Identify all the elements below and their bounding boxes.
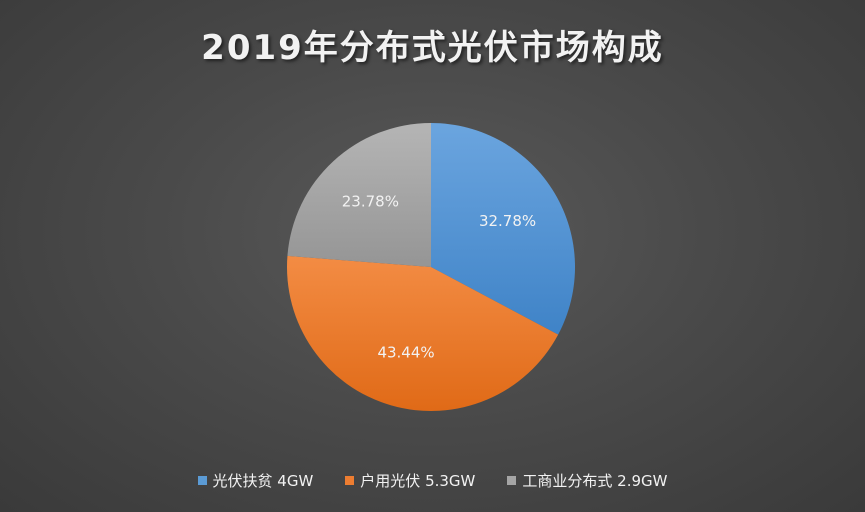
legend-swatch (197, 476, 207, 485)
legend-swatch (507, 476, 517, 485)
data-label: 43.44% (377, 344, 434, 362)
legend-label: 光伏扶贫 4GW (212, 472, 314, 490)
pie-slice-commercial (287, 123, 431, 267)
chart-title: 2019年分布式光伏市场构成 (201, 28, 664, 68)
legend-item-commercial: 工商业分布式 2.9GW (507, 470, 667, 491)
legend-swatch (345, 476, 355, 485)
legend-item-household: 户用光伏 5.3GW (345, 470, 475, 491)
legend: 光伏扶贫 4GW 户用光伏 5.3GW 工商业分布式 2.9GW (0, 470, 865, 491)
pie-slice-poverty-alleviation (431, 123, 576, 335)
data-label: 32.78% (479, 212, 536, 230)
data-label: 23.78% (342, 192, 399, 210)
legend-item-poverty-alleviation: 光伏扶贫 4GW (197, 470, 314, 491)
legend-label: 工商业分布式 2.9GW (522, 472, 668, 490)
pie-slice-household (287, 255, 559, 412)
legend-label: 户用光伏 5.3GW (360, 472, 476, 490)
